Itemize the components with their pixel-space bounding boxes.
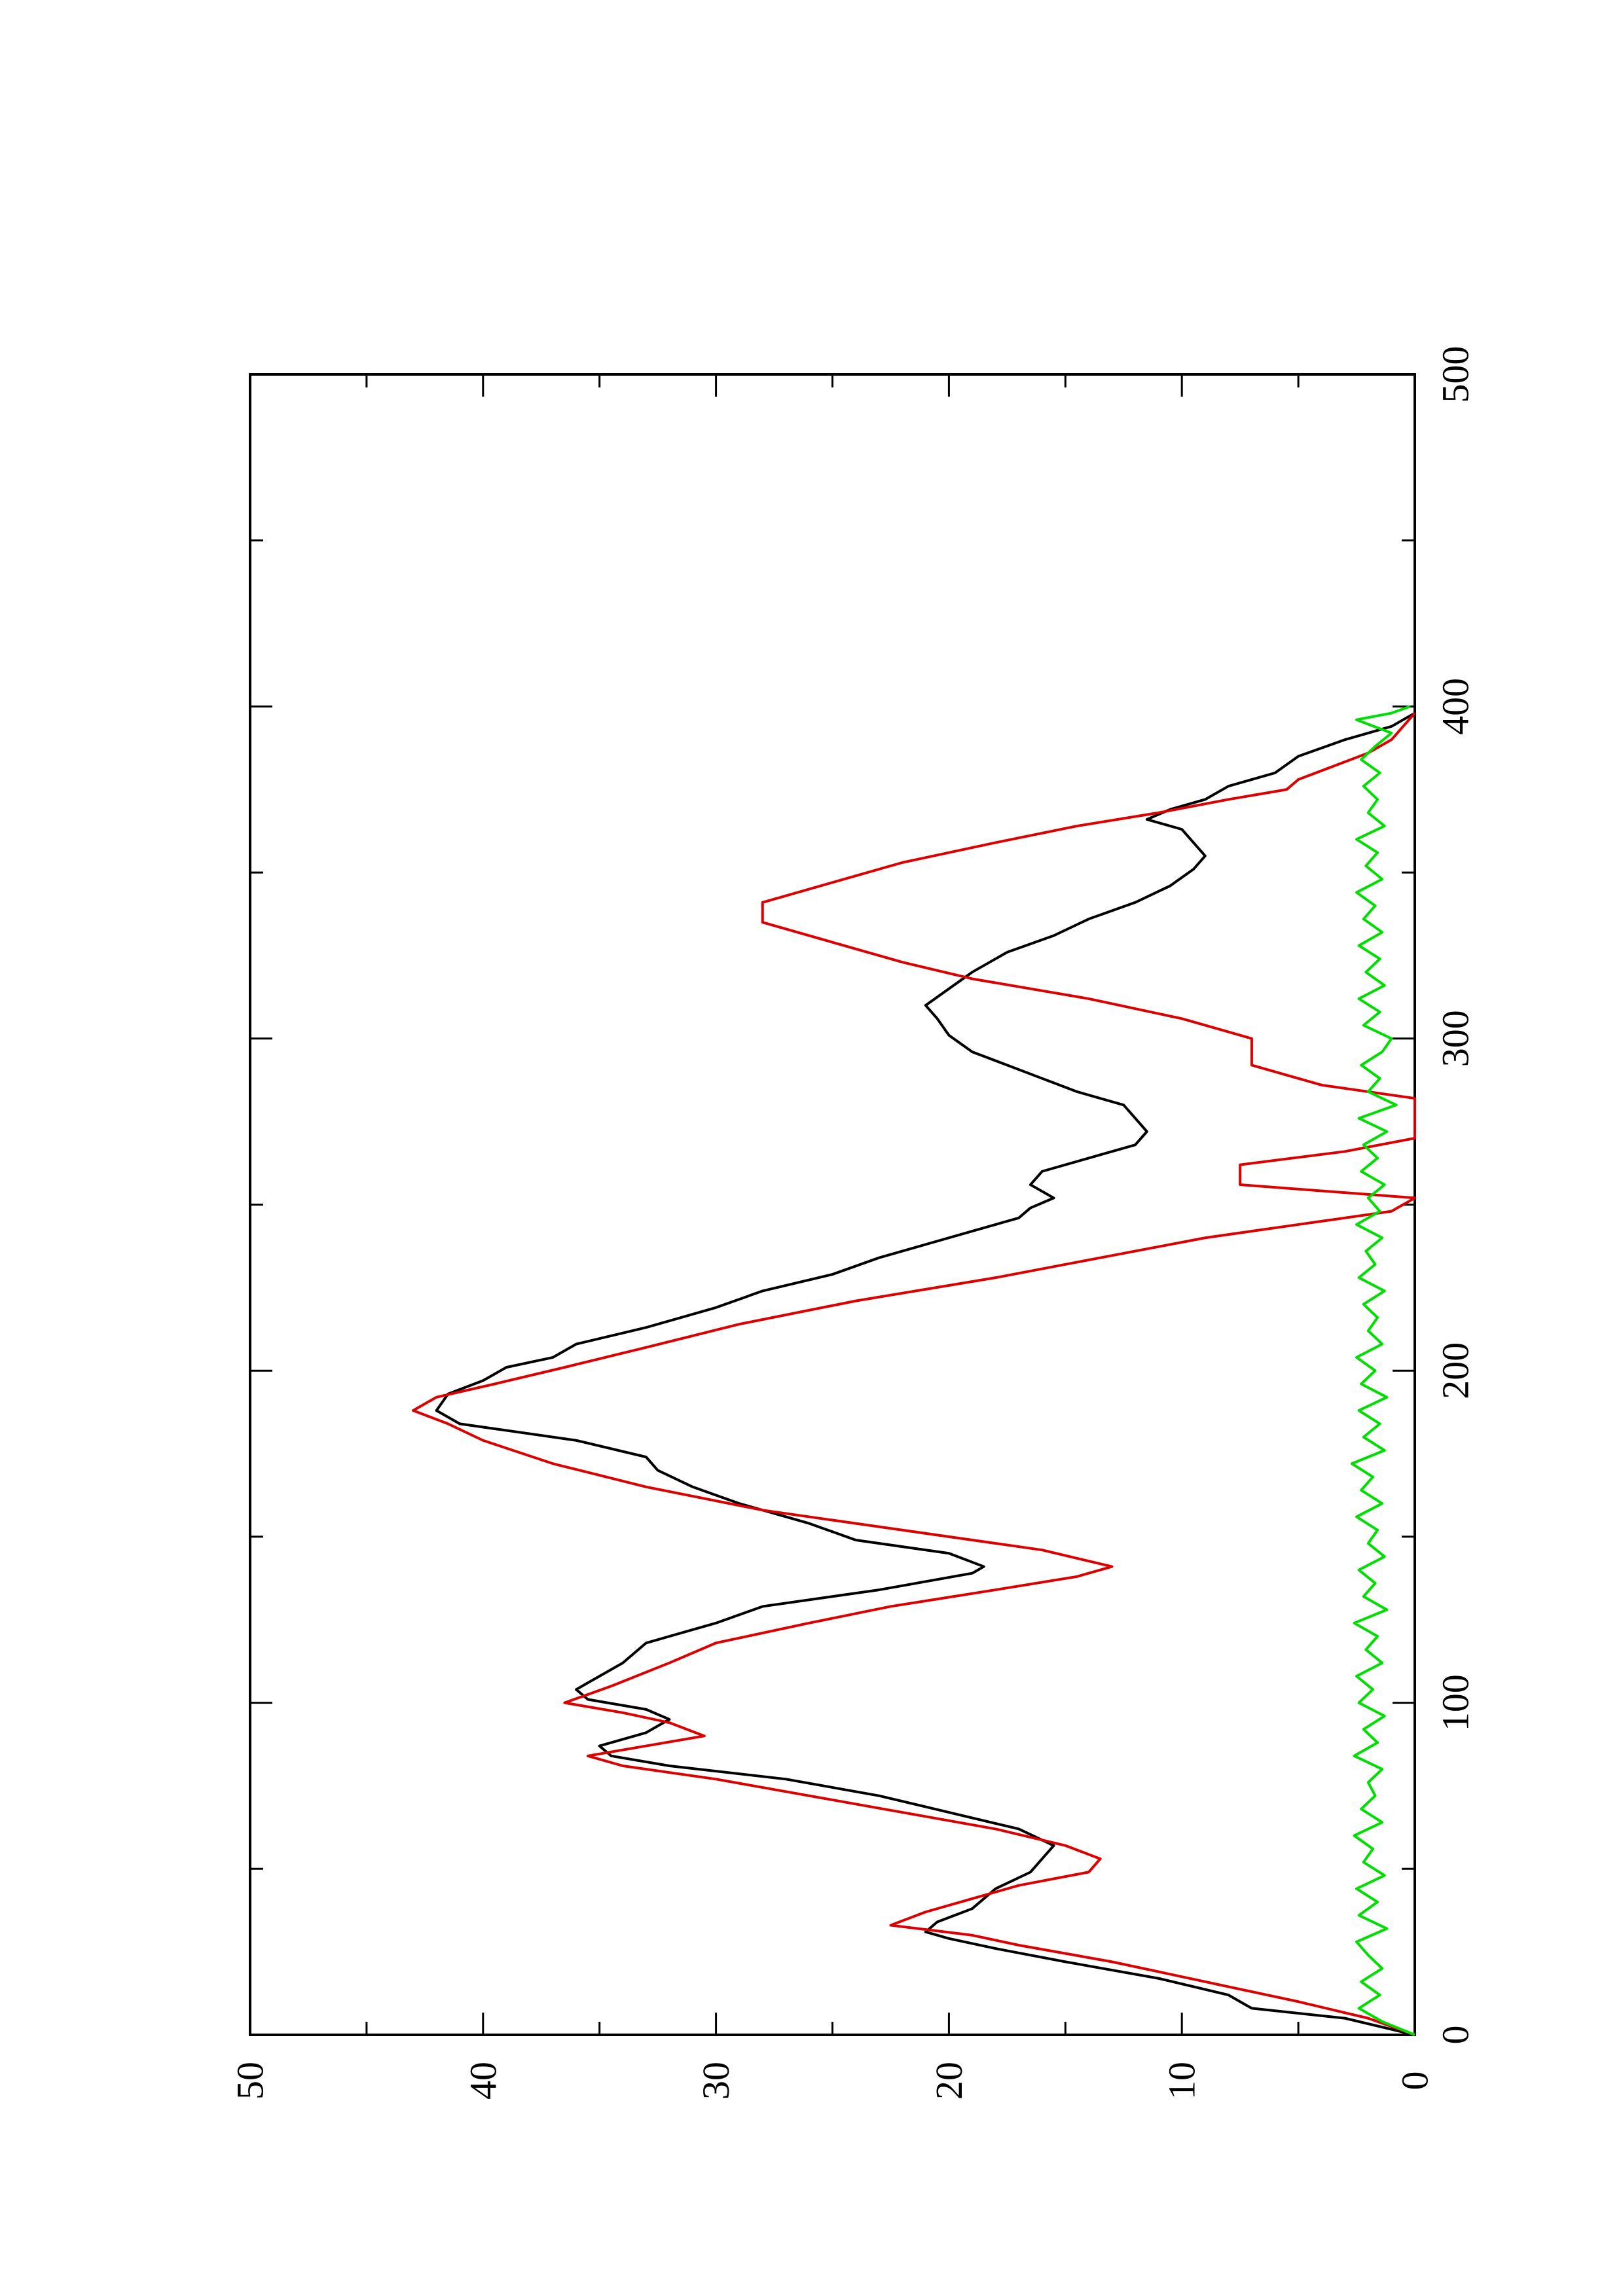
y-tick-label: 30 — [695, 2062, 737, 2100]
y-tick-label: 40 — [462, 2062, 504, 2100]
x-tick-label: 100 — [1434, 1674, 1477, 1731]
x-tick-label: 500 — [1434, 346, 1477, 403]
axis-ticks — [249, 373, 1416, 2036]
x-tick-label: 400 — [1434, 678, 1477, 735]
x-tick-label: 0 — [1434, 2026, 1477, 2045]
x-tick-label: 200 — [1434, 1342, 1477, 1399]
series-line-2 — [412, 712, 1416, 2036]
y-tick-label: 20 — [928, 2062, 970, 2100]
y-tick-label: 10 — [1161, 2062, 1203, 2100]
y-tick-label: 0 — [1394, 2072, 1436, 2090]
x-tick-label: 300 — [1434, 1010, 1477, 1067]
series-line-1 — [435, 711, 1415, 2036]
series-line-3 — [1350, 705, 1415, 2036]
y-tick-label: 50 — [229, 2062, 272, 2100]
plot-frame — [249, 373, 1416, 2036]
tick-labels: 0 100 200 300 400 500 0 10 20 30 40 50 — [229, 346, 1477, 2100]
series-group — [412, 705, 1416, 2036]
